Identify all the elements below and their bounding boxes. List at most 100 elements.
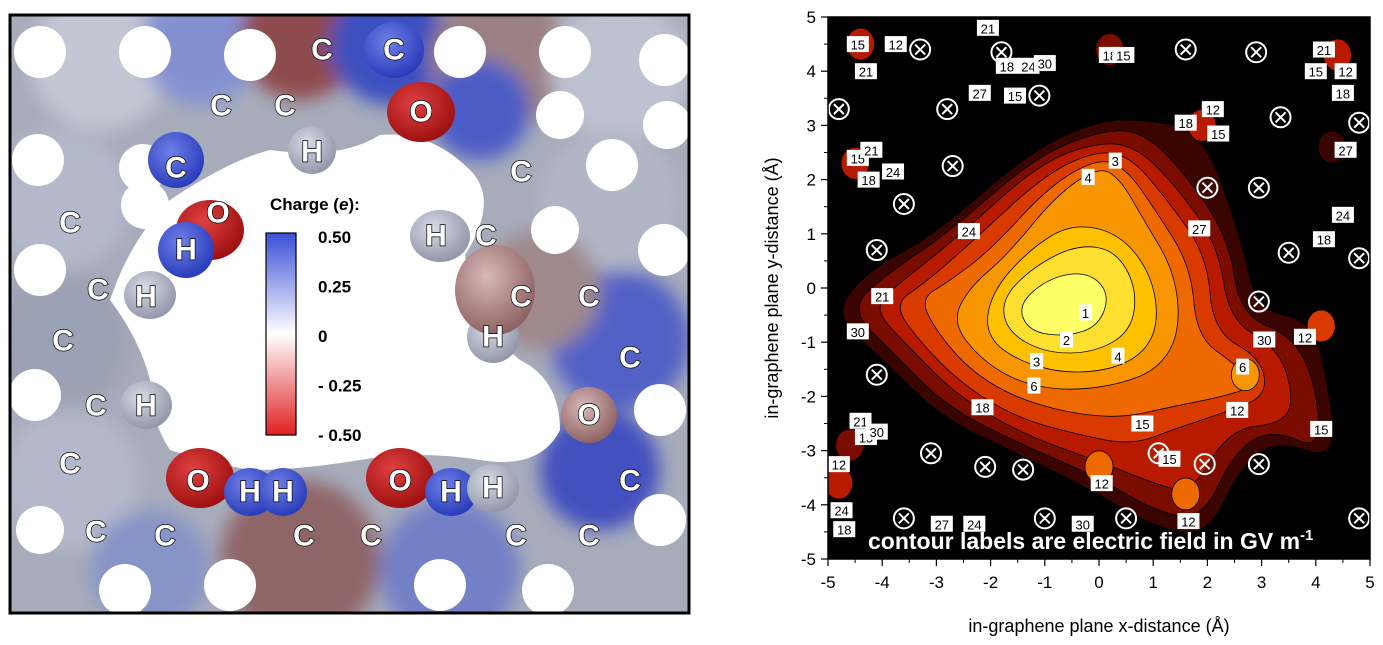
- contour-label: 30: [1253, 331, 1276, 348]
- contour-label: 15: [1310, 420, 1333, 437]
- contour-label: 24: [882, 163, 905, 180]
- svg-text:18: 18: [861, 173, 875, 188]
- svg-text:18: 18: [1000, 59, 1014, 74]
- contour-label: 18: [1312, 231, 1335, 248]
- contour-label: 30: [1033, 55, 1056, 72]
- atom-position-marker: [892, 507, 915, 530]
- contour-hotspot: [1171, 477, 1201, 511]
- contour-label: 15: [1207, 125, 1230, 142]
- svg-text:6: 6: [1239, 360, 1246, 375]
- svg-text:18: 18: [1178, 116, 1192, 131]
- contour-label: 3: [1030, 353, 1044, 370]
- atom-position-marker: [1245, 41, 1268, 64]
- contour-label: 21: [1312, 41, 1335, 58]
- svg-text:2: 2: [1063, 333, 1070, 348]
- colorbar-tick-label: 0.50: [318, 228, 351, 247]
- svg-text:12: 12: [832, 458, 846, 473]
- contour-label: 24: [963, 515, 986, 532]
- svg-text:3: 3: [1112, 154, 1119, 169]
- atom-label-o: O: [186, 465, 209, 498]
- svg-text:24: 24: [1021, 59, 1035, 74]
- y-tick-label: 4: [807, 62, 816, 81]
- y-tick-label: 3: [807, 116, 816, 135]
- contour-label: 30: [865, 423, 888, 440]
- svg-text:24: 24: [886, 165, 900, 180]
- colorbar-title-unit: e: [339, 195, 348, 214]
- svg-text:30: 30: [870, 425, 884, 440]
- contour-label: 12: [1090, 475, 1113, 492]
- atom-position-marker: [936, 98, 959, 121]
- atom-label-h: H: [482, 472, 504, 505]
- atom-position-marker: [1012, 458, 1035, 481]
- colorbar-tick-label: 0: [318, 327, 327, 346]
- atom-position-marker: [1115, 507, 1138, 530]
- atom-label-h: H: [301, 136, 323, 169]
- contour-label: 27: [968, 84, 991, 101]
- atom-label-c: C: [619, 342, 641, 375]
- contour-label: 18: [857, 171, 880, 188]
- atom-label-h: H: [239, 476, 261, 509]
- atom-label-c: C: [210, 90, 232, 123]
- atom-label-h: H: [135, 390, 157, 423]
- svg-text:12: 12: [1230, 403, 1244, 418]
- svg-text:21: 21: [875, 290, 889, 305]
- y-tick-label: 0: [807, 279, 816, 298]
- y-tick-label: -5: [801, 550, 816, 569]
- atom-label-c: C: [59, 207, 81, 240]
- atom-markers: [828, 38, 1370, 530]
- y-tick-label: -2: [801, 387, 816, 406]
- contour-label: 18: [1174, 114, 1197, 131]
- atom-position-marker: [865, 239, 888, 262]
- y-tick-label: -3: [801, 442, 816, 461]
- contour-label: 12: [1334, 63, 1357, 80]
- contour-label: 18: [1331, 84, 1354, 101]
- plot-annotation-sup: -1: [1300, 527, 1313, 544]
- atom-label-c: C: [87, 274, 109, 307]
- atom-label-c: C: [165, 152, 187, 185]
- atom-label-h: H: [135, 281, 157, 314]
- atom-label-c: C: [505, 520, 527, 553]
- colorbar-tick-label: 0.25: [318, 278, 351, 297]
- colorbar-gradient: [265, 232, 297, 436]
- contour-label: 27: [1334, 141, 1357, 158]
- contour-label: 3: [1108, 152, 1122, 169]
- contour-label: 1: [1078, 304, 1092, 321]
- svg-text:21: 21: [1317, 43, 1331, 58]
- contour-label: 27: [930, 515, 953, 532]
- atom-label-c: C: [274, 90, 296, 123]
- atom-label-c: C: [578, 281, 600, 314]
- atom-position-marker: [892, 192, 915, 215]
- contour-label: 15: [1112, 46, 1135, 63]
- left-panel-frame: [8, 13, 691, 615]
- svg-text:27: 27: [973, 86, 987, 101]
- svg-text:4: 4: [1114, 349, 1121, 364]
- svg-text:12: 12: [1181, 515, 1195, 530]
- x-tick-label: 5: [1365, 573, 1374, 592]
- svg-text:24: 24: [967, 517, 981, 532]
- colorbar-title-end: ):: [348, 195, 359, 214]
- atom-position-marker: [1348, 247, 1370, 270]
- contour-label: 15: [1158, 450, 1181, 467]
- atom-position-marker: [1196, 176, 1219, 199]
- plot-annotation-text: contour labels are electric field in GV …: [868, 528, 1300, 554]
- contour-label: 12: [828, 456, 850, 473]
- y-tick-label: -1: [801, 333, 816, 352]
- atom-label-c: C: [510, 281, 532, 314]
- svg-text:12: 12: [1298, 330, 1312, 345]
- svg-text:4: 4: [1085, 170, 1092, 185]
- atom-position-marker: [909, 38, 932, 61]
- svg-text:15: 15: [1314, 422, 1328, 437]
- x-tick-label: -3: [929, 573, 944, 592]
- contour-label: 12: [1293, 328, 1316, 345]
- svg-text:12: 12: [889, 38, 903, 53]
- atom-position-marker: [1247, 176, 1270, 199]
- x-tick-label: -2: [983, 573, 998, 592]
- atom-label-h: H: [482, 321, 504, 354]
- atom-position-marker: [1277, 241, 1300, 264]
- svg-text:12: 12: [1338, 65, 1352, 80]
- contour-label: 4: [1081, 168, 1095, 185]
- contour-label: 12: [1177, 513, 1200, 530]
- x-tick-label: 1: [1148, 573, 1157, 592]
- atom-label-c: C: [154, 520, 176, 553]
